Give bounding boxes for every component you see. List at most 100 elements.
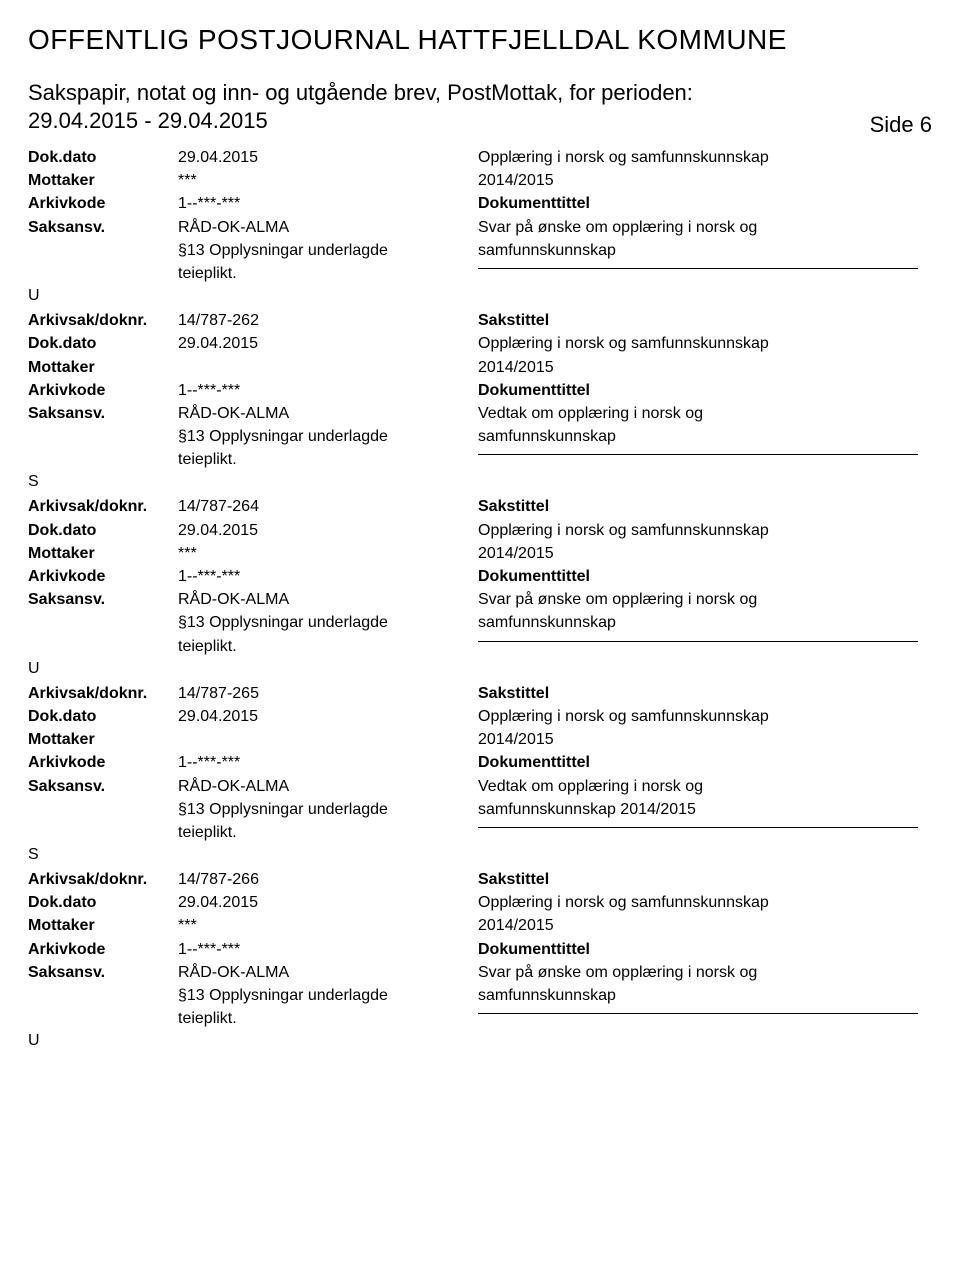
label-dokumenttittel: Dokumenttittel <box>478 565 918 588</box>
label-mottaker: Mottaker <box>28 542 178 565</box>
label-saksansv: Saksansv. <box>28 402 178 425</box>
label-arkivkode: Arkivkode <box>28 565 178 588</box>
sakstittel-line1: Opplæring i norsk og samfunnskunnskap <box>478 332 918 355</box>
label-mottaker: Mottaker <box>28 914 178 937</box>
value-arkivsak: 14/787-266 <box>178 868 478 891</box>
entry-left-column: Dok.dato29.04.2015Mottaker***Arkivkode1-… <box>28 146 478 305</box>
value-extra2: teieplikt. <box>178 1007 237 1030</box>
dokumenttittel-line1: Svar på ønske om opplæring i norsk og <box>478 588 918 611</box>
journal-entry: Arkivsak/doknr.14/787-262Dok.dato29.04.2… <box>28 309 932 491</box>
label-dokdato: Dok.dato <box>28 146 178 169</box>
value-arkivkode: 1--***-*** <box>178 751 478 774</box>
label-sakstittel: Sakstittel <box>478 309 918 332</box>
label-arkivsak: Arkivsak/doknr. <box>28 309 178 332</box>
label-arkivkode: Arkivkode <box>28 379 178 402</box>
sakstittel-line2: 2014/2015 <box>478 728 918 751</box>
journal-entry: Arkivsak/doknr.14/787-264Dok.dato29.04.2… <box>28 495 932 677</box>
label-saksansv: Saksansv. <box>28 961 178 984</box>
value-dokdato: 29.04.2015 <box>178 146 478 169</box>
sakstittel-line2: 2014/2015 <box>478 356 918 379</box>
label-dokumenttittel: Dokumenttittel <box>478 192 918 215</box>
value-mottaker: *** <box>178 542 478 565</box>
value-arkivkode: 1--***-*** <box>178 379 478 402</box>
label-mottaker: Mottaker <box>28 728 178 751</box>
value-extra1: §13 Opplysningar underlagde <box>178 239 388 262</box>
label-saksansv: Saksansv. <box>28 216 178 239</box>
value-extra1: §13 Opplysningar underlagde <box>178 425 388 448</box>
value-arkivkode: 1--***-*** <box>178 565 478 588</box>
entry-right-column: SakstittelOpplæring i norsk og samfunnsk… <box>478 309 918 491</box>
dokumenttittel-line1: Svar på ønske om opplæring i norsk og <box>478 216 918 239</box>
value-extra1: §13 Opplysningar underlagde <box>178 611 388 634</box>
value-arkivsak: 14/787-264 <box>178 495 478 518</box>
journal-entry: Arkivsak/doknr.14/787-265Dok.dato29.04.2… <box>28 682 932 864</box>
entry-right-column: SakstittelOpplæring i norsk og samfunnsk… <box>478 868 918 1050</box>
journal-entry: Dok.dato29.04.2015Mottaker***Arkivkode1-… <box>28 146 932 305</box>
value-extra2: teieplikt. <box>178 448 237 471</box>
value-extra2: teieplikt. <box>178 821 237 844</box>
sakstittel-line2: 2014/2015 <box>478 169 918 192</box>
entry-type-letter: S <box>28 473 478 491</box>
value-extra1: §13 Opplysningar underlagde <box>178 798 388 821</box>
label-arkivsak: Arkivsak/doknr. <box>28 868 178 891</box>
entry-left-column: Arkivsak/doknr.14/787-266Dok.dato29.04.2… <box>28 868 478 1050</box>
value-dokdato: 29.04.2015 <box>178 891 478 914</box>
value-arkivkode: 1--***-*** <box>178 192 478 215</box>
value-dokdato: 29.04.2015 <box>178 519 478 542</box>
label-arkivkode: Arkivkode <box>28 938 178 961</box>
entry-type-letter: U <box>28 1032 478 1050</box>
entry-divider <box>478 268 918 269</box>
label-dokdato: Dok.dato <box>28 891 178 914</box>
entries-container: Dok.dato29.04.2015Mottaker***Arkivkode1-… <box>28 146 932 1054</box>
main-title: OFFENTLIG POSTJOURNAL HATTFJELLDAL KOMMU… <box>28 24 932 56</box>
dokumenttittel-line1: Vedtak om opplæring i norsk og <box>478 775 918 798</box>
dokumenttittel-line1: Svar på ønske om opplæring i norsk og <box>478 961 918 984</box>
value-dokdato: 29.04.2015 <box>178 332 478 355</box>
entry-divider <box>478 1013 918 1014</box>
value-extra2: teieplikt. <box>178 635 237 658</box>
value-arkivkode: 1--***-*** <box>178 938 478 961</box>
label-arkivkode: Arkivkode <box>28 751 178 774</box>
label-dokumenttittel: Dokumenttittel <box>478 938 918 961</box>
label-sakstittel: Sakstittel <box>478 495 918 518</box>
dokumenttittel-line2: samfunnskunnskap <box>478 239 918 262</box>
value-mottaker: *** <box>178 914 478 937</box>
value-saksansv: RÅD-OK-ALMA <box>178 216 478 239</box>
entry-type-letter: U <box>28 287 478 305</box>
value-mottaker: *** <box>178 169 478 192</box>
sub-heading: Sakspapir, notat og inn- og utgående bre… <box>28 80 932 106</box>
label-dokumenttittel: Dokumenttittel <box>478 379 918 402</box>
dokumenttittel-line2: samfunnskunnskap <box>478 984 918 1007</box>
dokumenttittel-line2: samfunnskunnskap <box>478 425 918 448</box>
entry-right-column: SakstittelOpplæring i norsk og samfunnsk… <box>478 495 918 677</box>
entry-right-column: SakstittelOpplæring i norsk og samfunnsk… <box>478 682 918 864</box>
journal-entry: Arkivsak/doknr.14/787-266Dok.dato29.04.2… <box>28 868 932 1050</box>
label-arkivsak: Arkivsak/doknr. <box>28 682 178 705</box>
value-saksansv: RÅD-OK-ALMA <box>178 961 478 984</box>
label-dokdato: Dok.dato <box>28 332 178 355</box>
dokumenttittel-line2: samfunnskunnskap 2014/2015 <box>478 798 918 821</box>
value-mottaker <box>178 356 478 379</box>
sakstittel-line1: Opplæring i norsk og samfunnskunnskap <box>478 705 918 728</box>
label-sakstittel: Sakstittel <box>478 682 918 705</box>
label-dokdato: Dok.dato <box>28 705 178 728</box>
value-extra2: teieplikt. <box>178 262 237 285</box>
entry-left-column: Arkivsak/doknr.14/787-264Dok.dato29.04.2… <box>28 495 478 677</box>
value-extra1: §13 Opplysningar underlagde <box>178 984 388 1007</box>
label-dokumenttittel: Dokumenttittel <box>478 751 918 774</box>
sakstittel-line1: Opplæring i norsk og samfunnskunnskap <box>478 519 918 542</box>
label-mottaker: Mottaker <box>28 356 178 379</box>
entry-divider <box>478 827 918 828</box>
label-dokdato: Dok.dato <box>28 519 178 542</box>
entry-right-column: Opplæring i norsk og samfunnskunnskap201… <box>478 146 918 305</box>
dokumenttittel-line2: samfunnskunnskap <box>478 611 918 634</box>
entry-left-column: Arkivsak/doknr.14/787-262Dok.dato29.04.2… <box>28 309 478 491</box>
value-arkivsak: 14/787-262 <box>178 309 478 332</box>
value-mottaker <box>178 728 478 751</box>
entry-divider <box>478 454 918 455</box>
sakstittel-line2: 2014/2015 <box>478 914 918 937</box>
label-arkivsak: Arkivsak/doknr. <box>28 495 178 518</box>
entry-type-letter: U <box>28 660 478 678</box>
entry-type-letter: S <box>28 846 478 864</box>
sakstittel-line1: Opplæring i norsk og samfunnskunnskap <box>478 891 918 914</box>
